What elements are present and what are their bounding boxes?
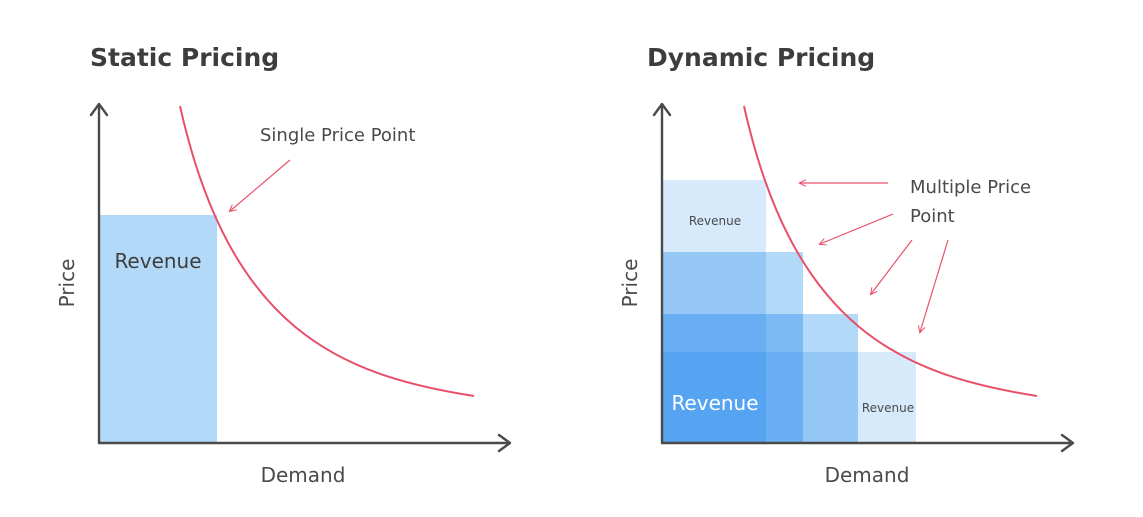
dynamic-annotation-line2: Point — [910, 206, 955, 227]
dynamic-revenue-right-label: Revenue — [862, 401, 914, 415]
static-x-axis-label: Demand — [261, 463, 346, 487]
static-y-axis-label: Price — [55, 259, 79, 308]
revenue-overlap-all — [662, 352, 766, 443]
revenue-overlap-2-3-4 — [766, 352, 803, 443]
annotation-arrow-2 — [820, 213, 894, 244]
dynamic-axes — [652, 102, 1075, 453]
dynamic-y-axis-label: Price — [618, 259, 642, 308]
static-axes — [89, 102, 512, 453]
static-annotation-arrow — [230, 159, 291, 211]
dynamic-x-axis-label: Demand — [825, 463, 910, 487]
dynamic-revenue-blocks — [662, 180, 916, 443]
annotation-arrow-3 — [871, 239, 913, 294]
dynamic-pricing-panel: Dynamic Pricing Revenue Revenue Revenue — [618, 43, 1075, 487]
dynamic-revenue-main-label: Revenue — [671, 391, 758, 415]
revenue-overlap-3-4 — [803, 352, 858, 443]
dynamic-revenue-top-label: Revenue — [689, 214, 741, 228]
annotation-arrow-4 — [920, 239, 949, 332]
static-y-axis-arrow-icon — [89, 102, 109, 117]
dynamic-demand-curve — [743, 105, 1038, 397]
static-x-axis-arrow-icon — [497, 433, 512, 453]
static-pricing-panel: Static Pricing Revenue Single Price Poin… — [55, 43, 512, 487]
dynamic-y-axis-arrow-icon — [652, 102, 672, 117]
static-revenue-label: Revenue — [114, 249, 201, 273]
static-pricing-title: Static Pricing — [90, 43, 279, 72]
dynamic-annotation-arrows — [800, 183, 949, 332]
dynamic-x-axis-arrow-icon — [1060, 433, 1075, 453]
static-demand-curve — [179, 105, 475, 397]
static-annotation: Single Price Point — [260, 125, 415, 146]
dynamic-annotation-line1: Multiple Price — [910, 177, 1031, 198]
dynamic-pricing-title: Dynamic Pricing — [647, 43, 875, 72]
static-revenue-area — [99, 215, 217, 443]
